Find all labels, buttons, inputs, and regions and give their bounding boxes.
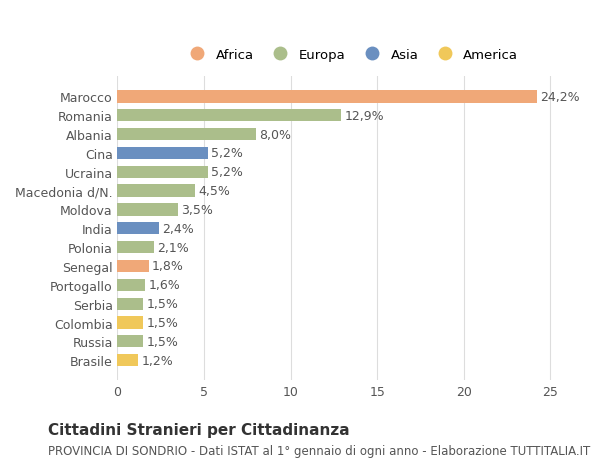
Text: 2,4%: 2,4% [163,222,194,235]
Bar [118,110,341,122]
Text: 5,2%: 5,2% [211,147,243,160]
Text: 1,5%: 1,5% [147,316,179,329]
Text: 8,0%: 8,0% [259,128,292,141]
Bar [118,298,143,310]
Text: 12,9%: 12,9% [344,110,384,123]
Text: 4,5%: 4,5% [199,185,231,198]
Bar [118,241,154,254]
Bar [118,185,196,197]
Bar [118,147,208,160]
Bar [118,336,143,348]
Text: PROVINCIA DI SONDRIO - Dati ISTAT al 1° gennaio di ogni anno - Elaborazione TUTT: PROVINCIA DI SONDRIO - Dati ISTAT al 1° … [48,444,590,458]
Text: 5,2%: 5,2% [211,166,243,179]
Text: 1,8%: 1,8% [152,260,184,273]
Bar [118,317,143,329]
Bar [118,223,159,235]
Legend: Africa, Europa, Asia, America: Africa, Europa, Asia, America [180,45,522,65]
Bar [118,354,138,367]
Text: 24,2%: 24,2% [540,91,580,104]
Bar [118,91,536,103]
Text: 1,2%: 1,2% [142,354,173,367]
Text: 2,1%: 2,1% [157,241,189,254]
Text: 1,5%: 1,5% [147,297,179,310]
Text: 1,5%: 1,5% [147,335,179,348]
Bar [118,279,145,291]
Bar [118,166,208,179]
Bar [118,204,178,216]
Bar [118,129,256,141]
Text: 3,5%: 3,5% [182,203,214,217]
Bar [118,260,149,273]
Text: Cittadini Stranieri per Cittadinanza: Cittadini Stranieri per Cittadinanza [48,422,350,437]
Text: 1,6%: 1,6% [149,279,181,291]
